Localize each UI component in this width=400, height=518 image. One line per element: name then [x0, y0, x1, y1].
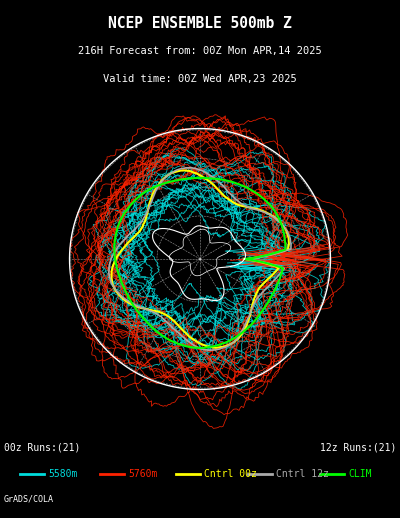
Text: Cntrl 12z: Cntrl 12z [276, 469, 329, 479]
Text: Valid time: 00Z Wed APR,23 2025: Valid time: 00Z Wed APR,23 2025 [103, 74, 297, 84]
Text: 216H Forecast from: 00Z Mon APR,14 2025: 216H Forecast from: 00Z Mon APR,14 2025 [78, 46, 322, 56]
Text: 5760m: 5760m [128, 469, 157, 479]
Text: CLIM: CLIM [348, 469, 372, 479]
Text: NCEP ENSEMBLE 500mb Z: NCEP ENSEMBLE 500mb Z [108, 16, 292, 31]
Text: 5580m: 5580m [48, 469, 77, 479]
Text: 12z Runs:(21): 12z Runs:(21) [320, 443, 396, 453]
Text: Cntrl 00z: Cntrl 00z [204, 469, 257, 479]
Text: 00z Runs:(21): 00z Runs:(21) [4, 443, 80, 453]
Text: GrADS/COLA: GrADS/COLA [4, 495, 54, 504]
